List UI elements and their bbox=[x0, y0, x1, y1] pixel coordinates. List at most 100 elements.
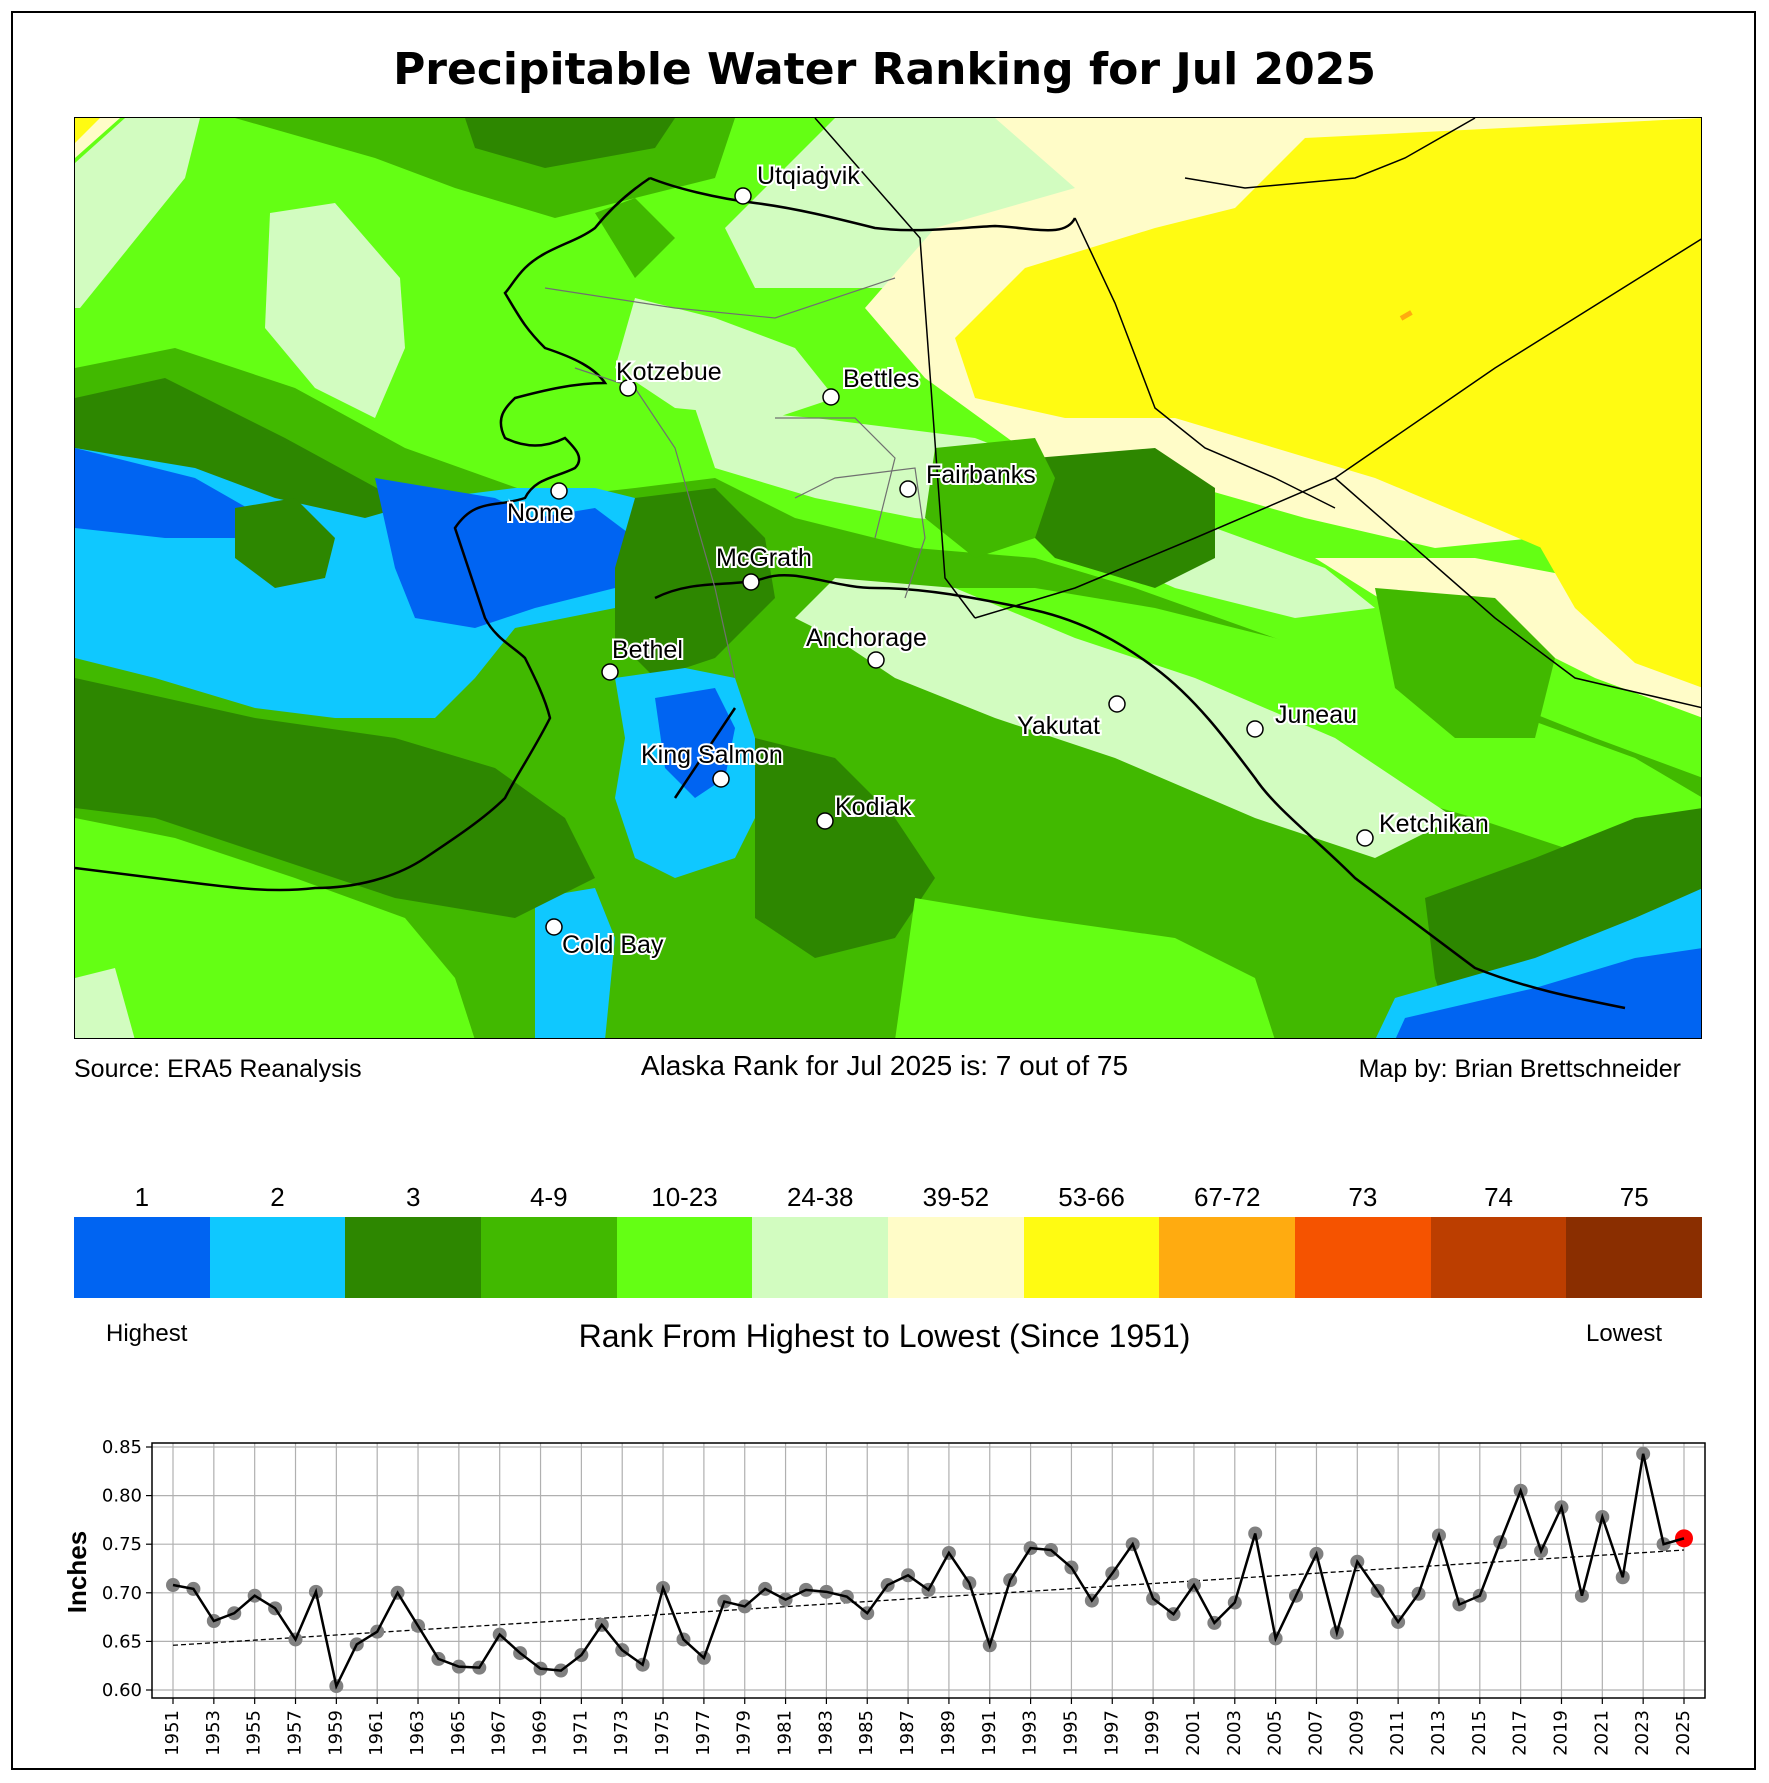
zone-3 bbox=[755, 738, 935, 958]
city-marker-icon bbox=[545, 918, 563, 936]
x-tick-label: 1963 bbox=[407, 1710, 428, 1756]
city-mcgrath: McGrath bbox=[714, 542, 814, 591]
x-tick-label: 1955 bbox=[244, 1710, 265, 1756]
y-tick-label: 0.70 bbox=[102, 1583, 142, 1604]
x-tick-label: 1981 bbox=[775, 1710, 796, 1756]
y-tick-label: 0.75 bbox=[102, 1534, 142, 1555]
colorbar-tick-label: 2 bbox=[270, 1182, 285, 1212]
colorbar-segment bbox=[1023, 1217, 1160, 1298]
x-tick-label: 1995 bbox=[1060, 1710, 1081, 1756]
rank-text: Alaska Rank for Jul 2025 is: 7 out of 75 bbox=[640, 1050, 1129, 1081]
colorbar-tick-label: 24-38 bbox=[786, 1182, 854, 1212]
x-tick-label: 1991 bbox=[979, 1710, 1000, 1756]
zone-24-38 bbox=[795, 578, 1455, 858]
city-nome: Nome bbox=[505, 482, 576, 529]
x-tick-label: 2023 bbox=[1632, 1710, 1653, 1756]
city-marker-icon bbox=[734, 187, 752, 205]
colorbar-segment bbox=[752, 1217, 889, 1298]
colorbar-tick-label: 73 bbox=[1348, 1182, 1378, 1212]
x-tick-label: 1989 bbox=[938, 1710, 959, 1756]
colorbar-lowest-label: Lowest bbox=[1586, 1320, 1663, 1347]
map-canvas: Utqiaġvik Kotzebue Bettles Nome Fairbanks McG… bbox=[75, 118, 1701, 1038]
zone-2 bbox=[535, 888, 615, 1038]
x-tick-label: 2025 bbox=[1673, 1710, 1694, 1756]
zone-24-38 bbox=[75, 118, 200, 308]
series-line bbox=[172, 1453, 1685, 1690]
zone-1 bbox=[655, 688, 735, 798]
zone-3 bbox=[235, 498, 335, 588]
colorbar-segment bbox=[1159, 1217, 1296, 1298]
plot-area bbox=[152, 1443, 1705, 1698]
credit-text: Map by: Brian Brettschneider bbox=[1358, 1055, 1681, 1083]
colorbar-highest-label: Highest bbox=[106, 1320, 188, 1347]
city-kodiak: Kodiak bbox=[816, 791, 914, 830]
colorbar-tick-label: 3 bbox=[405, 1182, 421, 1212]
y-tick-label: 0.65 bbox=[102, 1631, 142, 1652]
city-cold-bay: Cold Bay bbox=[545, 918, 666, 961]
x-tick-label: 1951 bbox=[162, 1710, 183, 1756]
colorbar-segment bbox=[481, 1217, 617, 1298]
x-tick-label: 1975 bbox=[652, 1710, 673, 1756]
colorbar-segment bbox=[616, 1217, 753, 1298]
border-lines bbox=[814, 118, 1701, 709]
x-tick-label: 1979 bbox=[734, 1710, 755, 1756]
city-marker-icon bbox=[867, 651, 885, 669]
zone-3 bbox=[75, 678, 595, 918]
x-tick-label: 1957 bbox=[285, 1710, 306, 1756]
x-tick-label: 1961 bbox=[366, 1710, 387, 1756]
colorbar-tick-label: 53-66 bbox=[1058, 1182, 1125, 1212]
colorbar-segment bbox=[1295, 1217, 1431, 1298]
city-kotzebue: Kotzebue bbox=[614, 356, 724, 397]
x-tick-label: 1993 bbox=[1020, 1710, 1041, 1756]
plot-frame bbox=[151, 1442, 1706, 1699]
zone-3 bbox=[465, 118, 675, 168]
zone-10-23 bbox=[895, 898, 1275, 1038]
x-tick-label: 2017 bbox=[1510, 1710, 1531, 1756]
city-marker-icon bbox=[742, 573, 760, 591]
zone-53-66 bbox=[1535, 468, 1701, 688]
zone-24-38 bbox=[75, 968, 135, 1038]
city-label: Anchorage bbox=[806, 624, 927, 652]
city-label: Bethel bbox=[612, 636, 683, 664]
x-tick-label: 1987 bbox=[897, 1710, 918, 1756]
city-label: Kodiak bbox=[835, 793, 912, 821]
city-marker-icon bbox=[816, 812, 834, 830]
city-label: Nome bbox=[507, 499, 574, 527]
series-group bbox=[166, 1446, 1693, 1694]
y-tick-label: 0.80 bbox=[102, 1486, 142, 1507]
city-marker-icon bbox=[550, 482, 568, 500]
city-marker-icon bbox=[619, 379, 637, 397]
x-tick-label: 1983 bbox=[815, 1710, 836, 1756]
zone-67-72 bbox=[1399, 310, 1413, 321]
trend-line bbox=[172, 1549, 1685, 1646]
coastline bbox=[75, 176, 1626, 1010]
city-label: Utqiaġvik bbox=[757, 162, 860, 190]
colorbar-tick-label: 10-23 bbox=[651, 1182, 718, 1212]
x-tick-label: 2005 bbox=[1265, 1710, 1286, 1756]
colorbar-tick-label: 67-72 bbox=[1193, 1182, 1261, 1212]
x-tick-label: 1977 bbox=[693, 1710, 714, 1756]
city-marker-icon bbox=[822, 388, 840, 406]
chart-grid bbox=[152, 1443, 1705, 1698]
city-label: Kotzebue bbox=[616, 358, 722, 386]
colorbar-segment bbox=[1430, 1217, 1567, 1298]
alaska-rank-map: Utqiaġvik Kotzebue Bettles Nome Fairbanks McG… bbox=[74, 117, 1702, 1039]
city-markers: Utqiaġvik Kotzebue Bettles Nome Fairbanks McG… bbox=[505, 160, 1491, 961]
colorbar-tick-label: 4-9 bbox=[530, 1182, 568, 1212]
colorbar-segment bbox=[74, 1217, 210, 1298]
zone-4-9 bbox=[595, 198, 675, 278]
source-text: Source: ERA5 Reanalysis bbox=[74, 1055, 362, 1083]
x-tick-label: 1973 bbox=[611, 1710, 632, 1756]
city-ketchikan: Ketchikan bbox=[1356, 808, 1491, 847]
city-marker-icon bbox=[1356, 829, 1374, 847]
x-tick-label: 1969 bbox=[530, 1710, 551, 1756]
city-juneau: Juneau bbox=[1246, 699, 1359, 738]
y-tick-label: 0.60 bbox=[102, 1680, 142, 1701]
colorbar-tick-label: 1 bbox=[134, 1182, 150, 1212]
x-tick-label: 1997 bbox=[1101, 1710, 1122, 1756]
city-label: McGrath bbox=[716, 544, 812, 572]
x-tick-label: 1999 bbox=[1142, 1710, 1163, 1756]
zone-4-9 bbox=[925, 438, 1055, 558]
figure-title: Precipitable Water Ranking for Jul 2025 bbox=[393, 44, 1376, 95]
zone-3 bbox=[1015, 448, 1215, 588]
